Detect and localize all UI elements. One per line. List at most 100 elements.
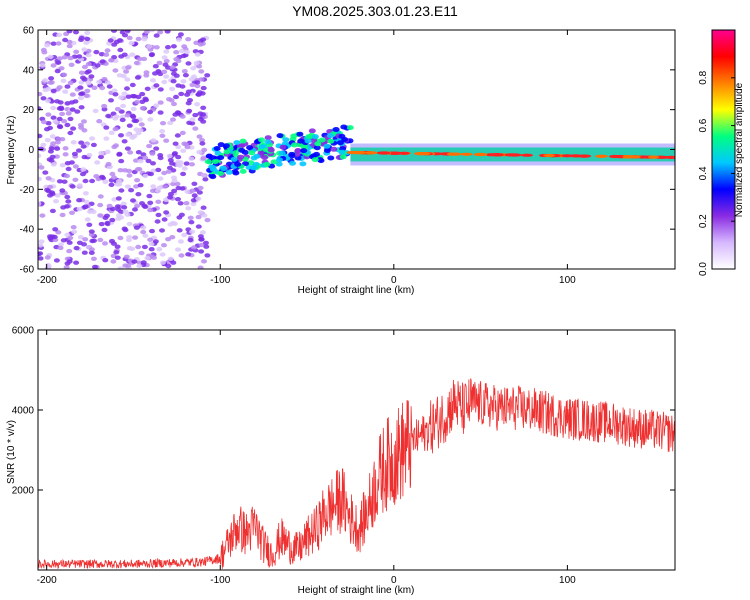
heatmap-cell: [154, 219, 161, 224]
heatmap-cell: [44, 255, 51, 260]
snr-panel: -200 -100 0 100 2000 4000 6000 Height of stra…: [6, 326, 676, 596]
heatmap-cell: [365, 151, 378, 155]
heatmap-cell: [102, 179, 109, 184]
heatmap-cell: [132, 207, 138, 212]
heatmap-cell: [135, 94, 142, 100]
heatmap-cell: [397, 151, 410, 155]
colorbar-ticks: 0.0 0.2 0.4 0.6 0.8: [698, 70, 735, 276]
heatmap-cell: [66, 39, 73, 45]
heatmap-cell: [117, 235, 124, 241]
heatmap-cell: [137, 183, 144, 188]
heatmap-cell: [149, 52, 155, 57]
heatmap-cell: [148, 171, 154, 177]
heatmap-cell: [143, 73, 150, 78]
heatmap-cell: [84, 217, 91, 222]
heatmap-cell: [176, 228, 183, 233]
heatmap-cell: [142, 173, 149, 179]
heatmap-cell: [181, 44, 188, 49]
y-tick-label: 6000: [12, 326, 35, 337]
heatmap-cell: [198, 242, 205, 248]
heatmap-cell: [270, 159, 278, 165]
heatmap-cell: [130, 198, 136, 203]
heatmap-cell: [90, 256, 97, 261]
heatmap-cell: [175, 197, 181, 202]
heatmap-cell: [124, 146, 131, 151]
heatmap-cell: [118, 95, 124, 100]
heatmap-cell: [68, 160, 75, 165]
x-tick-label: -100: [210, 575, 230, 586]
heatmap-cell: [56, 56, 63, 61]
heatmap-cell: [122, 263, 129, 268]
heatmap-cell: [217, 171, 224, 176]
heatmap-cell: [102, 258, 109, 263]
heatmap-cell: [157, 155, 164, 161]
heatmap-cell: [146, 193, 153, 199]
heatmap-cell: [140, 229, 147, 235]
heatmap-cell: [182, 73, 189, 78]
heatmap-cell: [118, 215, 125, 220]
heatmap-cell: [45, 86, 52, 92]
heatmap-cell: [246, 145, 254, 151]
spectrogram-panel: -200 -100 0 100 60 40 20 0 -20 -40 -60 Height of …: [6, 26, 676, 296]
heatmap-cell: [238, 147, 246, 153]
heatmap-cell: [282, 137, 290, 143]
heatmap-cell: [161, 217, 168, 222]
heatmap-cell: [177, 201, 184, 206]
heatmap-cell: [155, 167, 162, 173]
heatmap-cell: [181, 166, 188, 171]
heatmap-cell: [201, 213, 208, 218]
heatmap-cell: [157, 176, 164, 181]
heatmap-cell: [193, 60, 200, 66]
heatmap-cell: [61, 119, 68, 124]
heatmap-cell: [150, 138, 157, 143]
heatmap-cell: [288, 153, 296, 159]
heatmap-cell: [106, 84, 113, 89]
heatmap-cell: [134, 178, 141, 183]
colorbar-gradient: [712, 30, 735, 269]
heatmap-cell: [117, 266, 124, 269]
heatmap-cell: [108, 58, 115, 63]
heatmap-cell: [139, 106, 146, 111]
heatmap-cell: [127, 150, 134, 155]
heatmap-cell: [59, 188, 66, 193]
heatmap-cell: [64, 84, 71, 89]
colorbar-tick-label: 0.2: [698, 214, 709, 228]
heatmap-cell: [48, 80, 55, 85]
heatmap-cell: [194, 83, 201, 89]
heatmap-cell: [185, 61, 192, 66]
heatmap-cell: [54, 146, 61, 151]
heatmap-cell: [73, 260, 80, 265]
heatmap-cell: [80, 167, 87, 172]
heatmap-cell: [54, 68, 61, 74]
heatmap-cell: [179, 84, 186, 89]
heatmap-cell: [146, 143, 153, 149]
heatmap-cell: [171, 221, 178, 226]
heatmap-cell: [122, 227, 129, 233]
heatmap-cell: [133, 60, 140, 66]
heatmap-cell: [143, 30, 150, 35]
heatmap-cell: [184, 189, 191, 194]
heatmap-cell: [170, 168, 177, 173]
heatmap-cell: [279, 144, 287, 150]
heatmap-cell: [86, 152, 93, 158]
heatmap-cell: [167, 256, 174, 261]
heatmap-cell: [197, 38, 204, 44]
heatmap-cell: [64, 232, 71, 237]
heatmap-cell: [200, 205, 207, 210]
heatmap-cell: [159, 129, 166, 134]
spectrogram-y-axis-label: Frequency (Hz): [6, 116, 17, 185]
heatmap-cell: [153, 83, 160, 88]
heatmap-cell: [38, 133, 43, 139]
heatmap-cell: [85, 53, 92, 58]
heatmap-cell: [76, 183, 83, 188]
heatmap-cell: [165, 237, 172, 242]
heatmap-cell: [48, 76, 55, 81]
heatmap-cell: [159, 133, 166, 138]
heatmap-cell: [170, 44, 177, 49]
heatmap-cell: [223, 149, 231, 155]
heatmap-cell: [87, 209, 93, 214]
heatmap-cell: [38, 256, 44, 261]
heatmap-cell: [161, 55, 168, 60]
heatmap-cell: [104, 80, 111, 85]
heatmap-cell: [112, 126, 119, 132]
